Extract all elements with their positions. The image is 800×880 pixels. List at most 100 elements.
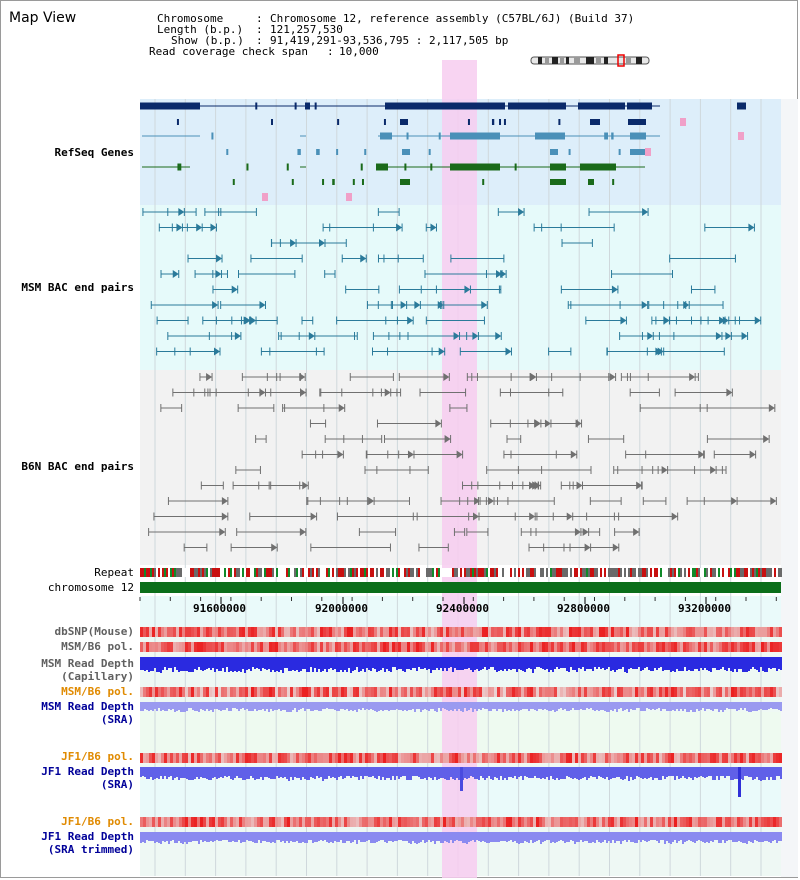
polymorphism-cell (470, 753, 473, 763)
repeat-mark (740, 568, 742, 577)
depth-bar (296, 832, 298, 841)
polymorphism-cell (152, 642, 155, 652)
depth-bar (634, 702, 636, 710)
polymorphism-cell (710, 642, 713, 652)
polymorphism-cell (398, 642, 401, 652)
depth-bar (444, 702, 446, 709)
chromosome-ideogram[interactable] (530, 54, 650, 67)
depth-bar (714, 657, 716, 668)
depth-bar (152, 767, 154, 780)
jf1-b6-pol-2-label: JF1/B6 pol. (61, 815, 134, 828)
polymorphism-cell (287, 817, 290, 827)
polymorphism-cell (263, 627, 266, 637)
polymorphism-cell (305, 642, 308, 652)
depth-bar (270, 767, 272, 779)
polymorphism-cell (497, 753, 500, 763)
depth-bar (666, 832, 668, 841)
polymorphism-cell (776, 642, 779, 652)
polymorphism-cell (479, 817, 482, 827)
refseq-exon-tick (176, 119, 179, 125)
depth-bar (210, 767, 212, 780)
depth-bar (394, 702, 396, 710)
depth-bar (440, 832, 442, 843)
polymorphism-cell (170, 642, 173, 652)
depth-bar (536, 767, 538, 778)
polymorphism-cell (200, 753, 203, 763)
polymorphism-cell (368, 817, 371, 827)
depth-bar (212, 702, 214, 712)
polymorphism-cell (653, 753, 656, 763)
depth-bar (668, 832, 670, 843)
depth-bar (410, 767, 412, 780)
polymorphism-cell (347, 627, 350, 637)
depth-bar (490, 657, 492, 667)
polymorphism-cell (617, 627, 620, 637)
polymorphism-cell (152, 817, 155, 827)
b6n-bac-pair-arrow (219, 528, 226, 536)
polymorphism-cell (146, 753, 149, 763)
refseq-exon-tick (568, 149, 571, 155)
repeat-mark (412, 568, 414, 577)
depth-bar (754, 702, 756, 711)
refseq-exon-tick (150, 102, 153, 110)
polymorphism-cell (761, 642, 764, 652)
polymorphism-cell (260, 753, 263, 763)
depth-bar (426, 832, 428, 842)
refseq-exon (385, 102, 505, 110)
depth-bar (756, 657, 758, 670)
depth-bar (606, 657, 608, 669)
polymorphism-cell (359, 687, 362, 697)
polymorphism-cell (479, 642, 482, 652)
depth-bar (736, 657, 738, 672)
polymorphism-cell (617, 687, 620, 697)
polymorphism-cell (311, 817, 314, 827)
depth-bar (642, 702, 644, 711)
polymorphism-cell (191, 627, 194, 637)
polymorphism-cell (776, 817, 779, 827)
polymorphism-cell (665, 642, 668, 652)
depth-bar (264, 702, 266, 711)
depth-bar (298, 702, 300, 710)
depth-bar (618, 767, 620, 777)
polymorphism-cell (773, 817, 776, 827)
depth-bar (312, 702, 314, 711)
depth-bar (164, 767, 166, 776)
polymorphism-cell (584, 753, 587, 763)
polymorphism-cell (365, 687, 368, 697)
depth-bar (228, 702, 230, 711)
polymorphism-cell (221, 687, 224, 697)
polymorphism-cell (206, 687, 209, 697)
repeat-mark (506, 568, 508, 577)
polymorphism-cell (158, 642, 161, 652)
depth-bar (286, 657, 288, 668)
depth-bar (582, 657, 584, 667)
depth-bar (194, 702, 196, 711)
depth-bar (684, 657, 686, 667)
repeat-mark (494, 568, 496, 577)
depth-bar (276, 832, 278, 840)
depth-bar (228, 832, 230, 842)
polymorphism-cell (494, 753, 497, 763)
depth-bar (478, 767, 480, 780)
depth-bar (148, 832, 150, 841)
polymorphism-cell (593, 753, 596, 763)
depth-bar (446, 702, 448, 710)
depth-bar (220, 767, 222, 777)
depth-bar (188, 657, 190, 672)
depth-bar (426, 767, 428, 780)
coverage-value: 10,000 (339, 45, 379, 58)
depth-bar (330, 702, 332, 709)
polymorphism-cell (734, 753, 737, 763)
depth-bar (594, 702, 596, 711)
depth-bar (614, 767, 616, 778)
depth-bar (412, 657, 414, 668)
polymorphism-cell (764, 753, 767, 763)
depth-bar (390, 832, 392, 841)
msm-bac-pair-arrow (213, 347, 220, 356)
b6n-bac-pair-arrow (763, 435, 770, 443)
polymorphism-cell (467, 687, 470, 697)
polymorphism-cell (371, 817, 374, 827)
polymorphism-cell (482, 817, 485, 827)
depth-bar (602, 657, 604, 668)
